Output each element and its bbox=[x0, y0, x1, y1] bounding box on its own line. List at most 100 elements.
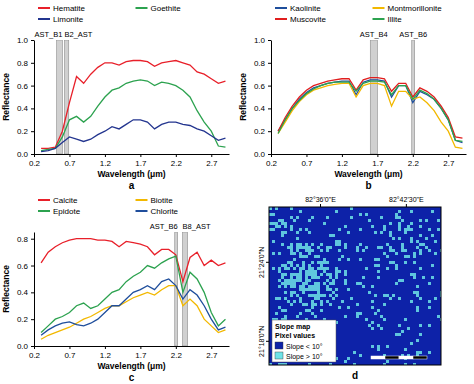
scale-bar-segment bbox=[399, 356, 413, 359]
x-tick-mark bbox=[105, 154, 106, 157]
y-tick-mark bbox=[31, 266, 34, 267]
x-tick-mark bbox=[176, 346, 177, 349]
plot-area bbox=[278, 40, 462, 154]
band-label: AST_B6 bbox=[150, 222, 178, 231]
y-tick-label: 0.8 bbox=[254, 59, 266, 68]
x-tick-mark bbox=[342, 154, 343, 157]
legend-label: Goethite bbox=[151, 4, 182, 13]
legend-swatch bbox=[275, 18, 287, 20]
band-label: AST_B6 bbox=[399, 30, 427, 39]
x-tick: 2.2 bbox=[408, 154, 420, 168]
y-axis: 0.00.20.40.60.81.0 bbox=[254, 36, 272, 159]
x-tick-label: 1.7 bbox=[135, 159, 147, 168]
legend-swatch bbox=[275, 7, 287, 9]
y-tick: 0.4 bbox=[17, 104, 34, 113]
y-tick-label: 0.2 bbox=[17, 127, 29, 136]
x-tick: 2.2 bbox=[171, 154, 183, 168]
panel: 82°36'0"E82°42'30"E21°24'0"N21°18'0"NSlo… bbox=[258, 196, 443, 381]
x-tick-label: 0.7 bbox=[301, 159, 313, 168]
y-tick-label: 21°18'0"N bbox=[258, 326, 265, 357]
plot: 0.20.71.21.72.22.70.00.20.40.60.8AST_B6B… bbox=[1, 196, 230, 383]
legend-swatch bbox=[136, 199, 148, 201]
series-line bbox=[41, 61, 225, 149]
y-tick: 0.8 bbox=[254, 59, 271, 68]
scale-bar-segment bbox=[371, 356, 385, 359]
x-tick-label: 0.7 bbox=[64, 351, 76, 360]
x-tick-label: 1.7 bbox=[135, 351, 147, 360]
x-axis-title: Wavelength (μm) bbox=[97, 169, 165, 179]
y-tick: 0.6 bbox=[254, 82, 271, 91]
y-tick-mark bbox=[31, 40, 34, 41]
legend-label: Chlorite bbox=[151, 207, 179, 216]
y-tick: 0.2 bbox=[17, 127, 34, 136]
x-tick-mark bbox=[306, 154, 307, 157]
legend-label: Montmorillonite bbox=[388, 4, 443, 13]
scale-bar-segment bbox=[385, 356, 399, 359]
legend-label: Slope < 10° bbox=[286, 343, 323, 351]
band-label: B2_AST bbox=[64, 30, 92, 39]
x-tick-label: 2.2 bbox=[171, 351, 183, 360]
y-tick-label: 0.6 bbox=[17, 82, 29, 91]
y-axis-line bbox=[271, 41, 272, 155]
legend-label: Hematite bbox=[53, 4, 86, 13]
y-tick-mark bbox=[266, 341, 269, 342]
series-line bbox=[41, 239, 225, 282]
x-tick-label: 1.2 bbox=[100, 351, 112, 360]
x-tick: 1.2 bbox=[100, 154, 112, 168]
legend-swatch bbox=[38, 210, 50, 212]
x-tick-mark bbox=[140, 346, 141, 349]
plot: 0.20.71.21.72.22.70.00.20.40.60.81.0AST_… bbox=[1, 4, 230, 191]
x-tick: 1.7 bbox=[135, 154, 147, 168]
y-tick: 0.4 bbox=[17, 288, 34, 297]
y-tick: 0.0 bbox=[17, 150, 34, 159]
y-tick: 0.2 bbox=[254, 127, 271, 136]
y-axis-title: Reflectance bbox=[1, 73, 11, 121]
legend-label: Limonite bbox=[53, 15, 84, 24]
y-tick: 0.0 bbox=[17, 342, 34, 351]
x-tick-label: 2.7 bbox=[206, 351, 218, 360]
y-tick-label: 0.0 bbox=[17, 342, 29, 351]
band bbox=[64, 40, 68, 154]
panel: 0.20.71.21.72.22.70.00.20.40.60.81.0AST_… bbox=[238, 4, 467, 191]
y-tick: 0.6 bbox=[17, 262, 34, 271]
y-tick-mark bbox=[31, 319, 34, 320]
series-line bbox=[41, 80, 225, 151]
y-tick-mark bbox=[268, 86, 271, 87]
legend-swatch bbox=[136, 210, 148, 212]
y-tick-label: 0.6 bbox=[17, 262, 29, 271]
y-tick-mark bbox=[268, 40, 271, 41]
legend-title: Slope map bbox=[275, 323, 310, 331]
x-axis-line bbox=[35, 154, 230, 155]
x-tick: 1.2 bbox=[100, 346, 112, 360]
legend-swatch bbox=[373, 7, 385, 9]
y-tick-label: 0.2 bbox=[17, 315, 29, 324]
x-tick: 0.7 bbox=[301, 154, 313, 168]
y-tick: 0.2 bbox=[17, 315, 34, 324]
x-tick-label: 1.7 bbox=[372, 159, 384, 168]
y-tick-label: 1.0 bbox=[17, 36, 29, 45]
y-tick-label: 0.2 bbox=[254, 127, 266, 136]
legend-swatch bbox=[38, 7, 50, 9]
x-tick-mark bbox=[413, 154, 414, 157]
series-line bbox=[41, 120, 225, 152]
legend-swatch bbox=[275, 342, 283, 349]
y-tick-mark bbox=[31, 131, 34, 132]
band bbox=[370, 40, 377, 154]
legend-subtitle: Pixel values bbox=[275, 332, 315, 339]
y-tick-mark bbox=[31, 292, 34, 293]
x-tick-mark bbox=[211, 346, 212, 349]
x-tick: 2.2 bbox=[171, 346, 183, 360]
y-tick: 0.8 bbox=[17, 59, 34, 68]
y-axis-title: Reflectance bbox=[238, 73, 248, 121]
x-tick-label: 1.2 bbox=[337, 159, 349, 168]
map-frame bbox=[269, 207, 441, 365]
panel-label: d bbox=[352, 370, 358, 381]
x-tick-mark bbox=[377, 154, 378, 157]
x-tick-mark bbox=[105, 346, 106, 349]
band-label: AST_B1 bbox=[34, 30, 62, 39]
legend-swatch bbox=[136, 7, 148, 9]
x-tick: 2.7 bbox=[443, 154, 455, 168]
x-axis-title: Wavelength (μm) bbox=[334, 169, 402, 179]
x-tick-label: 82°36'0"E bbox=[305, 196, 336, 203]
y-tick: 1.0 bbox=[254, 36, 271, 45]
